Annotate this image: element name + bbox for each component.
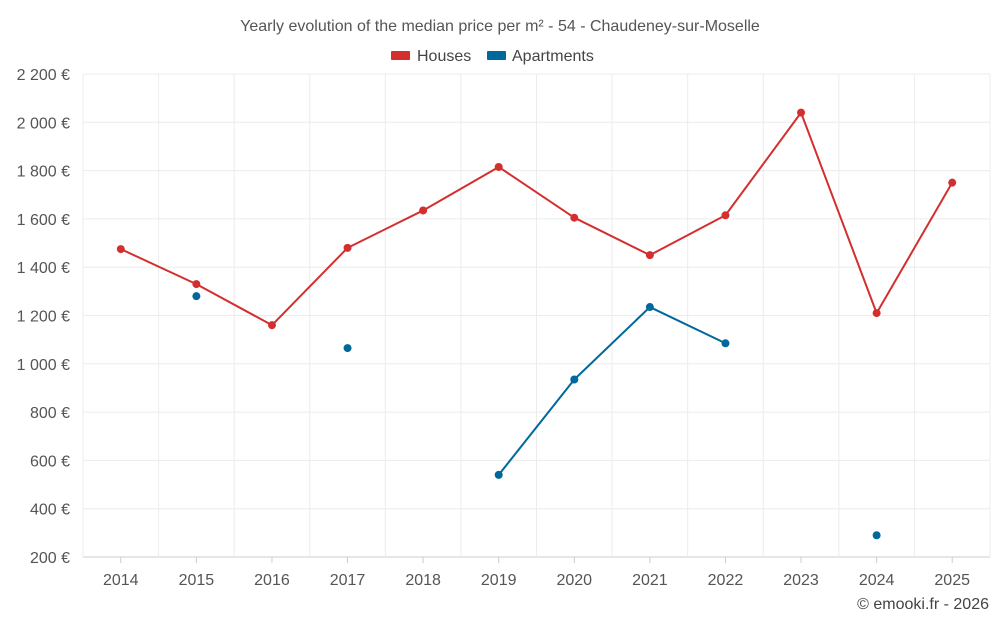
x-tick-label: 2020: [556, 572, 592, 589]
legend-swatch-houses: [391, 51, 410, 60]
data-point-apartments: [343, 344, 352, 353]
series-line-houses: [119, 248, 198, 286]
x-tick-label: 2021: [632, 572, 668, 589]
x-tick-label: 2019: [481, 572, 517, 589]
data-point-houses: [494, 162, 503, 171]
data-point-houses: [797, 108, 806, 117]
legend-swatch-apartments: [487, 51, 506, 60]
x-tick-label: 2018: [405, 572, 441, 589]
x-tick-label: 2025: [934, 572, 970, 589]
series-line-apartments: [573, 306, 651, 381]
y-tick-label: 400 €: [30, 502, 70, 519]
grid: [82, 73, 991, 558]
data-point-houses: [192, 280, 201, 289]
data-point-houses: [721, 211, 730, 220]
data-point-apartments: [570, 375, 579, 384]
series-line-houses: [724, 111, 803, 217]
data-point-houses: [570, 213, 579, 222]
data-point-apartments: [494, 470, 503, 479]
legend-item-apartments[interactable]: Apartments: [487, 48, 594, 65]
data-point-houses: [645, 251, 654, 260]
y-tick-label: 1 800 €: [17, 164, 70, 181]
y-tick-label: 1 400 €: [17, 260, 70, 277]
legend-label-houses: Houses: [417, 48, 471, 65]
series-line-houses: [800, 111, 878, 315]
series-line-houses: [270, 246, 349, 327]
credit: © emooki.fr - 2026: [857, 596, 989, 613]
data-point-houses: [419, 206, 428, 215]
data-point-houses: [116, 245, 125, 254]
x-tick-label: 2023: [783, 572, 819, 589]
x-tick-label: 2014: [103, 572, 139, 589]
data-point-apartments: [721, 339, 730, 348]
data-point-houses: [343, 243, 352, 252]
x-axis: 2014 2015 2016 2017 2018 2019 2020 2021 2022 2023…: [103, 557, 970, 589]
series-line-houses: [195, 283, 273, 327]
legend[interactable]: Houses Apartments: [391, 48, 594, 65]
series-line-houses: [497, 165, 576, 219]
y-tick-label: 800 €: [30, 405, 70, 422]
y-tick-label: 200 €: [30, 550, 70, 567]
data-point-apartments: [872, 531, 881, 540]
series-line-houses: [573, 216, 651, 257]
series-layer: [116, 108, 957, 540]
series-line-houses: [648, 214, 727, 257]
series-line-apartments: [497, 378, 576, 476]
data-point-houses: [872, 309, 881, 318]
chart-title: Yearly evolution of the median price per…: [240, 18, 760, 35]
data-point-apartments: [645, 303, 654, 312]
x-tick-label: 2015: [179, 572, 215, 589]
y-axis: 200 € 400 € 600 € 800 € 1 000 € 1 200 € 1 400 …: [17, 67, 70, 567]
data-point-houses: [267, 321, 276, 330]
data-point-apartments: [192, 292, 201, 301]
y-tick-label: 600 €: [30, 453, 70, 470]
series-line-houses: [875, 181, 954, 315]
y-tick-label: 1 200 €: [17, 309, 70, 326]
x-tick-label: 2016: [254, 572, 290, 589]
series-line-houses: [346, 209, 425, 249]
y-tick-label: 2 000 €: [17, 115, 70, 132]
x-tick-label: 2017: [330, 572, 366, 589]
data-point-houses: [948, 178, 957, 187]
x-tick-label: 2024: [859, 572, 895, 589]
series-line-apartments: [648, 306, 727, 345]
x-tick-label: 2022: [708, 572, 744, 589]
y-tick-label: 2 200 €: [17, 67, 70, 84]
legend-item-houses[interactable]: Houses: [391, 48, 471, 65]
y-tick-label: 1 000 €: [17, 357, 70, 374]
series-line-houses: [422, 165, 500, 212]
y-tick-label: 1 600 €: [17, 212, 70, 229]
legend-label-apartments: Apartments: [512, 48, 594, 65]
